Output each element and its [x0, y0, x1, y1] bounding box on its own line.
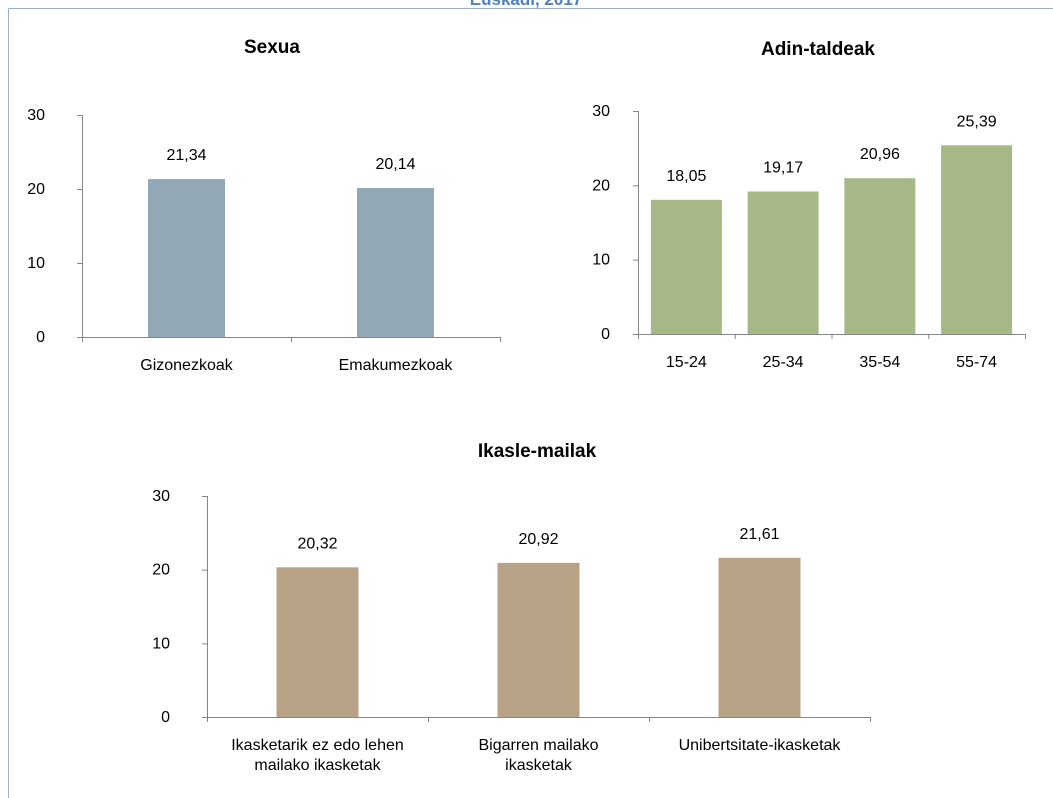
bar: [941, 145, 1013, 334]
bar: [276, 567, 359, 717]
bar-value-label: 21,34: [166, 147, 206, 164]
y-tick-label: 30: [152, 488, 170, 505]
category-label: Emakumezkoak: [339, 357, 454, 374]
y-tick-label: 20: [27, 181, 45, 198]
bar: [844, 178, 916, 334]
category-label: ikasketak: [505, 757, 573, 774]
bar-value-label: 20,92: [518, 531, 558, 548]
category-label: Ikasketarik ez edo lehen: [231, 737, 404, 754]
bar-value-label: 20,96: [860, 146, 900, 163]
bar: [497, 562, 580, 717]
header-title: Euskadi, 2017: [470, 0, 582, 9]
category-label: 15-24: [666, 354, 707, 371]
y-tick-label: 0: [36, 329, 45, 346]
y-tick-label: 0: [601, 326, 610, 343]
y-tick-label: 30: [592, 103, 610, 120]
chart-title-sexua: Sexua: [244, 37, 300, 58]
bar-value-label: 19,17: [763, 160, 803, 177]
bar: [357, 187, 434, 337]
y-tick-label: 20: [592, 177, 610, 194]
bar-value-label: 18,05: [666, 168, 706, 185]
category-label: mailako ikasketak: [254, 757, 381, 774]
bar-value-label: 25,39: [957, 113, 997, 130]
category-label: 55-74: [956, 354, 997, 371]
y-tick-label: 20: [152, 562, 170, 579]
category-label: Unibertsitate-ikasketak: [679, 737, 842, 754]
y-tick-label: 10: [152, 635, 170, 652]
y-tick-label: 10: [592, 252, 610, 269]
chart-title-adin-taldeak: Adin-taldeak: [761, 39, 875, 60]
bar-value-label: 20,32: [297, 535, 337, 552]
bar: [718, 557, 801, 717]
bar: [747, 191, 819, 334]
chart-adin-taldeak: 0 10 20 30 18,05 15-24 19,17 25-34 20,96 35-54 25,…: [592, 103, 1026, 371]
category-label: 25-34: [763, 354, 804, 371]
bar: [650, 199, 722, 334]
bar-value-label: 20,14: [375, 156, 415, 173]
bar-value-label: 21,61: [739, 526, 779, 543]
y-tick-label: 10: [27, 255, 45, 272]
bar: [148, 179, 225, 337]
y-tick-label: 30: [27, 107, 45, 124]
category-label: Bigarren mailako: [478, 737, 598, 754]
chart-ikasle-mailak: 0 10 20 30 20,32 Ikasketarik ez edo lehen mail…: [152, 488, 871, 774]
y-tick-label: 0: [161, 709, 170, 726]
category-label: 35-54: [859, 354, 900, 371]
chart-title-ikasle-mailak: Ikasle-mailak: [478, 441, 597, 462]
category-label: Gizonezkoak: [140, 357, 233, 374]
chart-sexua: 0 10 20 30 21,34 Gizonezkoak 20,14 Emakumezkoak: [27, 107, 501, 374]
